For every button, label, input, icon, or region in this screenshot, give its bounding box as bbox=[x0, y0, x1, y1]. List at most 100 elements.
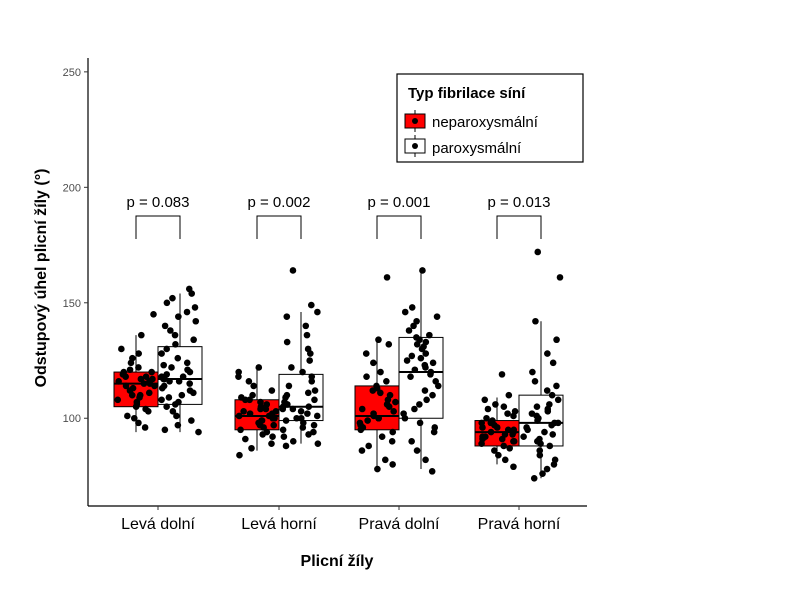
data-point bbox=[432, 377, 439, 385]
data-point bbox=[238, 394, 245, 401]
data-point bbox=[161, 426, 169, 434]
data-point bbox=[483, 414, 490, 422]
data-point bbox=[195, 428, 202, 436]
y-tick-label: 100 bbox=[63, 413, 81, 425]
data-point bbox=[370, 410, 377, 417]
data-point bbox=[129, 384, 137, 392]
data-point bbox=[160, 361, 167, 369]
data-point bbox=[120, 368, 128, 376]
data-point bbox=[375, 414, 382, 422]
data-point bbox=[504, 410, 511, 417]
data-point bbox=[373, 382, 380, 390]
data-point bbox=[245, 377, 253, 385]
data-point bbox=[370, 359, 377, 367]
data-point bbox=[299, 368, 306, 376]
data-point bbox=[401, 308, 409, 316]
data-point bbox=[310, 421, 318, 429]
data-point bbox=[362, 350, 370, 357]
data-point bbox=[124, 412, 131, 420]
data-point bbox=[411, 366, 419, 374]
data-point bbox=[413, 447, 421, 454]
data-point bbox=[416, 401, 423, 408]
data-point bbox=[304, 410, 311, 417]
data-point bbox=[313, 412, 321, 420]
data-point bbox=[183, 308, 191, 316]
data-point bbox=[293, 414, 300, 422]
data-point bbox=[544, 350, 551, 357]
data-point bbox=[303, 331, 311, 339]
data-point bbox=[356, 419, 364, 427]
data-point bbox=[122, 382, 130, 390]
data-point bbox=[529, 368, 536, 376]
data-point bbox=[536, 435, 543, 443]
data-point bbox=[235, 412, 243, 420]
data-point bbox=[314, 440, 322, 447]
data-point bbox=[358, 447, 366, 454]
legend-label-neparoxysmalni: neparoxysmální bbox=[432, 114, 539, 131]
data-point bbox=[492, 401, 499, 408]
data-point bbox=[539, 470, 546, 477]
data-point bbox=[520, 433, 527, 441]
data-point bbox=[163, 371, 171, 378]
data-point bbox=[433, 313, 441, 320]
data-point bbox=[172, 341, 179, 348]
box-paroxysmalni-2 bbox=[398, 270, 444, 470]
data-point bbox=[289, 405, 297, 413]
data-point bbox=[272, 408, 280, 415]
data-point bbox=[310, 428, 317, 436]
data-point bbox=[308, 301, 315, 309]
data-point bbox=[532, 317, 539, 325]
data-point bbox=[419, 267, 426, 274]
p-value-label: p = 0.013 bbox=[488, 194, 551, 211]
data-point bbox=[504, 426, 512, 434]
significance-bracket bbox=[496, 215, 542, 239]
data-point bbox=[169, 408, 177, 415]
data-point bbox=[297, 408, 305, 415]
data-point bbox=[248, 444, 255, 452]
data-point bbox=[549, 359, 557, 367]
data-point bbox=[282, 442, 290, 450]
data-point bbox=[269, 433, 276, 441]
data-point bbox=[263, 428, 271, 436]
data-point bbox=[531, 377, 539, 385]
data-point bbox=[142, 373, 150, 380]
data-point bbox=[411, 405, 418, 413]
data-point bbox=[270, 421, 278, 429]
data-point bbox=[478, 419, 486, 427]
data-point bbox=[280, 433, 288, 441]
data-point bbox=[427, 368, 435, 376]
data-point bbox=[510, 426, 518, 434]
data-point bbox=[554, 419, 562, 427]
data-point bbox=[523, 424, 530, 431]
data-point bbox=[548, 391, 556, 399]
data-point bbox=[304, 389, 312, 397]
data-point bbox=[268, 440, 275, 447]
data-point bbox=[308, 373, 316, 380]
data-point bbox=[549, 431, 557, 438]
data-point bbox=[246, 410, 254, 417]
data-point bbox=[126, 366, 134, 374]
data-point bbox=[426, 331, 433, 339]
data-point bbox=[184, 366, 191, 374]
data-point bbox=[428, 468, 436, 475]
data-point bbox=[407, 373, 414, 380]
data-point bbox=[422, 338, 430, 346]
data-point bbox=[188, 417, 195, 424]
legend-label-paroxysmalni: paroxysmální bbox=[432, 140, 522, 157]
data-point bbox=[498, 371, 506, 378]
data-point bbox=[242, 435, 249, 443]
legend-frame bbox=[396, 73, 584, 163]
data-point bbox=[190, 336, 197, 344]
data-point bbox=[235, 368, 242, 376]
data-point bbox=[306, 357, 313, 364]
data-point bbox=[237, 426, 244, 434]
data-point bbox=[364, 417, 371, 424]
data-point bbox=[546, 401, 553, 408]
data-point bbox=[431, 424, 439, 431]
data-point bbox=[173, 412, 180, 420]
data-point bbox=[130, 414, 138, 422]
data-point bbox=[363, 373, 370, 380]
data-point bbox=[191, 304, 199, 311]
x-tick-label: Pravá dolní bbox=[359, 516, 440, 533]
